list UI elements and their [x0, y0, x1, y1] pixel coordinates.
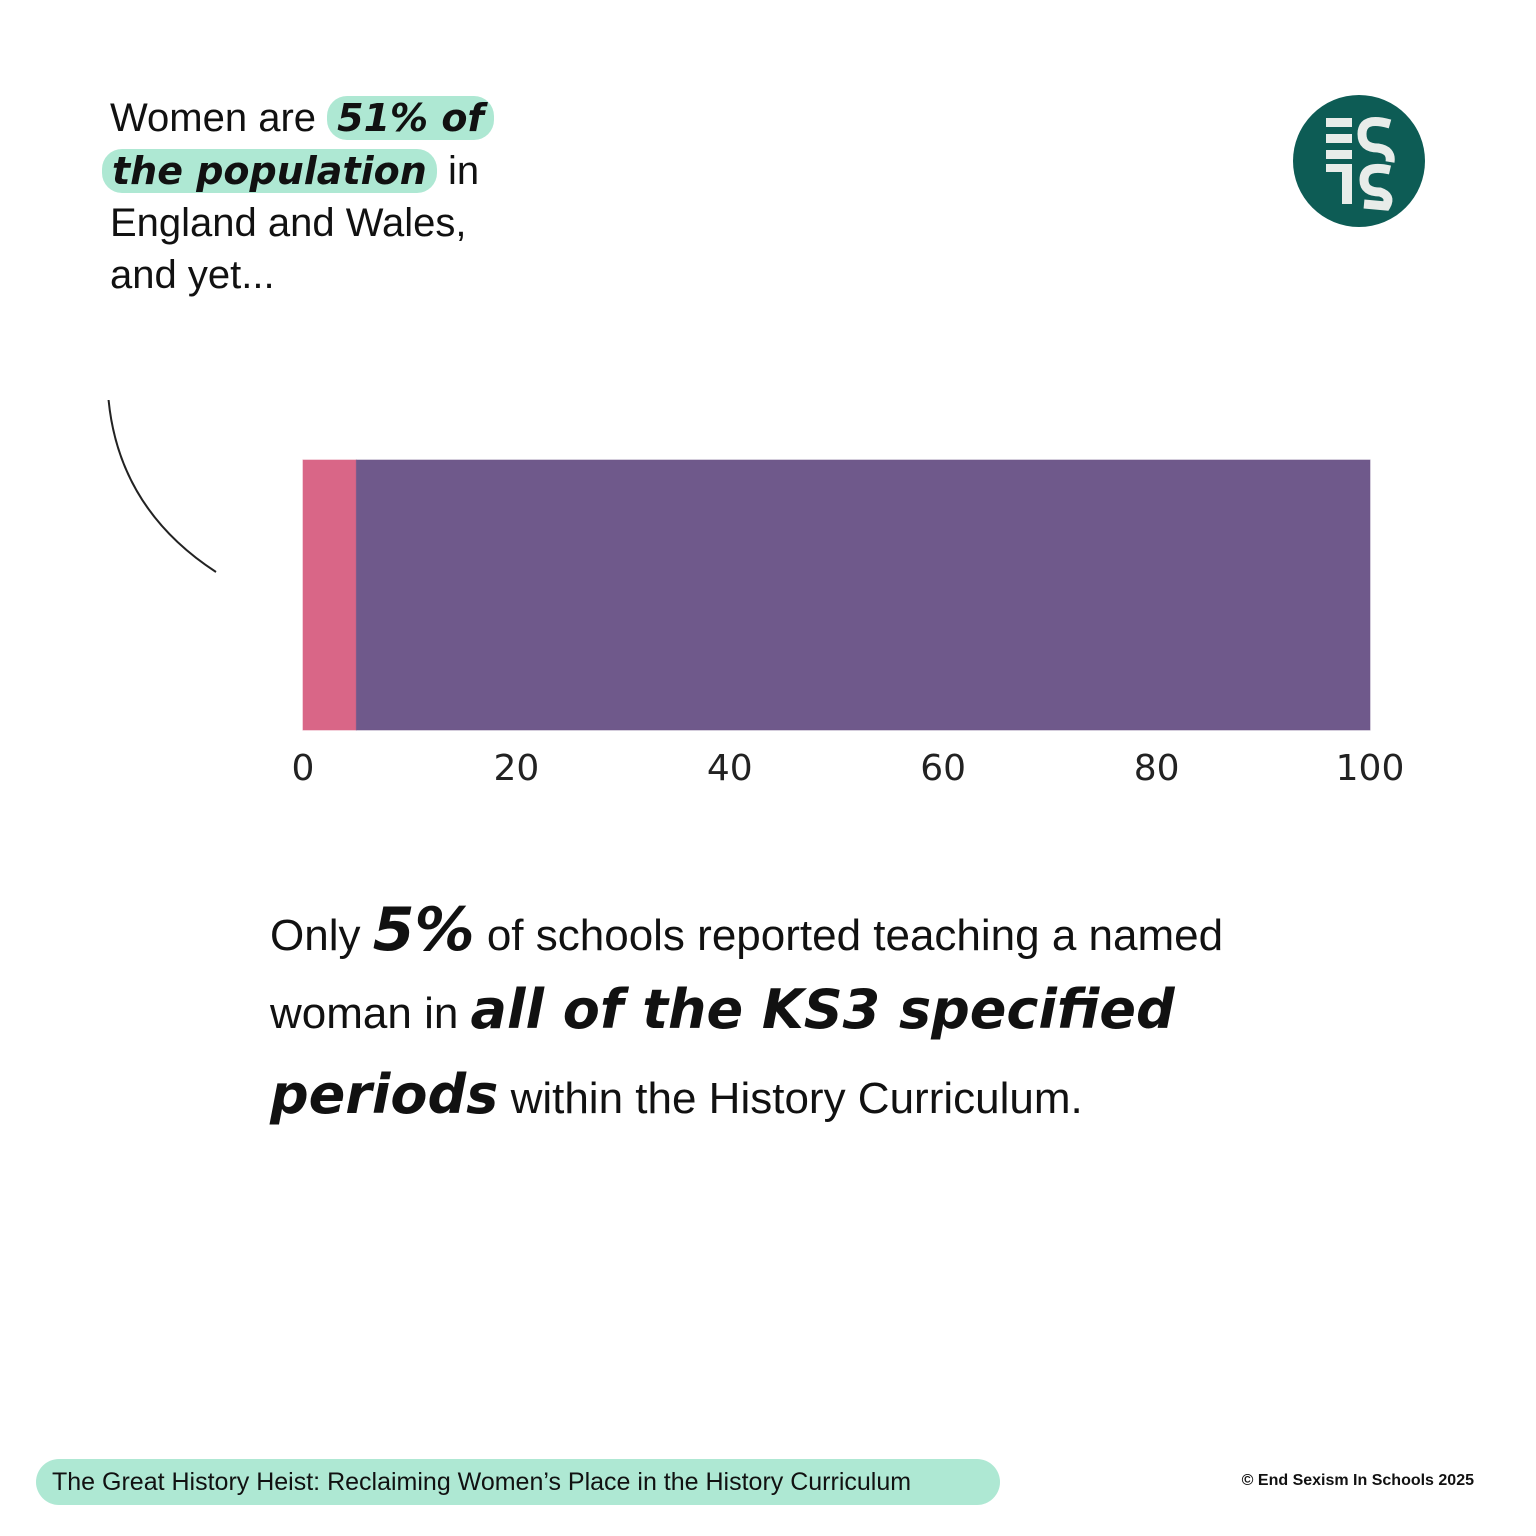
x-tick-label: 20	[493, 748, 539, 789]
bar-segment	[302, 459, 357, 731]
body-line: periods within the History Curriculum.	[270, 1063, 1083, 1126]
body-text: of schools reported teaching a named	[486, 911, 1224, 960]
body-line: woman in all of the KS3 specified	[270, 978, 1175, 1041]
logo	[1293, 95, 1425, 227]
intro-line: the population in	[102, 149, 479, 194]
intro-text: and yet...	[110, 253, 275, 297]
body-emphasis: all of the KS3 specified	[470, 978, 1175, 1041]
x-tick-label: 80	[1134, 748, 1180, 789]
x-tick-label: 40	[707, 748, 753, 789]
intro-highlight: 51% of	[327, 96, 494, 140]
intro-highlight: the population	[102, 149, 437, 193]
body-text: within the History Curriculum.	[510, 1074, 1083, 1123]
body-stat: 5%	[372, 895, 475, 965]
arrow	[107, 400, 217, 573]
x-tick-label: 100	[1336, 748, 1405, 789]
body-line: Only 5% of schools reported teaching a n…	[270, 895, 1223, 965]
intro-text: England and Wales,	[110, 201, 467, 245]
copyright: © End Sexism In Schools 2025	[1241, 1472, 1474, 1489]
body-emphasis: periods	[270, 1063, 499, 1126]
chart: 0 20 40 60 80 100	[107, 400, 1405, 789]
intro-line: Women are 51% of	[110, 96, 494, 141]
intro-text: in	[447, 149, 480, 193]
x-tick-label: 60	[920, 748, 966, 789]
body-text: woman in	[270, 989, 459, 1038]
footer-title: The Great History Heist: Reclaiming Wome…	[36, 1459, 1000, 1505]
body-text: Only	[270, 911, 361, 960]
intro-text: Women are	[110, 96, 317, 140]
x-tick-label: 0	[292, 748, 315, 789]
bar-segment	[355, 459, 1371, 731]
